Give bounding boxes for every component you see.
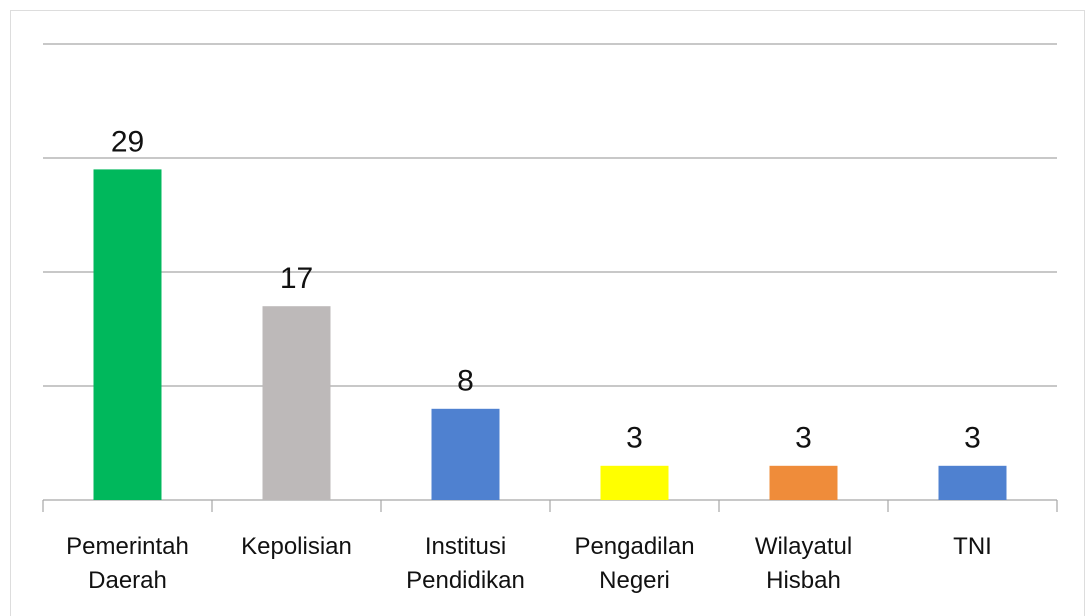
x-tick-label: Wilayatul Hisbah: [755, 533, 852, 594]
value-label: 29: [111, 125, 144, 158]
value-label: 3: [626, 422, 643, 455]
value-label: 8: [457, 365, 474, 398]
frame: [10, 10, 1085, 616]
bar: [769, 465, 838, 500]
x-tick-label: TNI: [953, 533, 992, 560]
x-tick-label: Kepolisian: [241, 533, 352, 560]
bar: [600, 465, 669, 500]
bar: [938, 465, 1007, 500]
value-label: 3: [964, 422, 981, 455]
x-tick-label: Pemerintah Daerah: [66, 533, 189, 594]
value-label: 17: [280, 262, 313, 295]
x-tick-label: Pengadilan Negeri: [574, 533, 694, 594]
bar: [262, 306, 331, 500]
x-tick-label: Institusi Pendidikan: [406, 533, 525, 594]
bar: [431, 408, 500, 500]
bar: [93, 169, 162, 500]
value-label: 3: [795, 422, 812, 455]
